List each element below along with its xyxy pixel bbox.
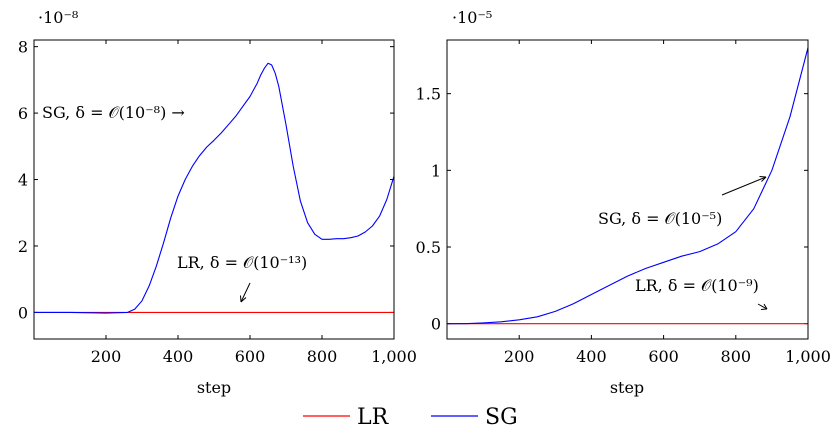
left-x-tick-label: 800	[307, 347, 338, 366]
left-annotation-lr-arrowhead	[240, 295, 247, 303]
left-plot-frame	[33, 39, 395, 340]
legend-label-sg: SG	[485, 405, 518, 430]
right-annotation-lr-arrowhead	[760, 303, 768, 310]
right-annotation-sg-arrow	[721, 176, 767, 196]
left-x-tick-label: 600	[235, 347, 266, 366]
left-y-tick-label: 4	[18, 171, 28, 190]
left-x-axis-label: step	[197, 378, 231, 397]
right-y-tick-label: 1	[431, 161, 441, 180]
right-x-axis-label: step	[610, 378, 644, 397]
right-x-tick-label: 800	[721, 347, 752, 366]
left-y-scale-label: ·10⁻⁸	[38, 8, 78, 27]
left-y-tick-label: 8	[18, 38, 28, 57]
right-series-sg-line	[447, 47, 809, 325]
right-y-tick-label: 0.5	[416, 238, 441, 257]
right-annotation-sg-arrowhead	[759, 176, 767, 182]
right-y-tick-label: 1.5	[416, 85, 441, 104]
right-x-tick-label: 1,000	[785, 347, 831, 366]
right-annotation-sg: SG, δ = 𝒪(10⁻⁵)	[598, 209, 722, 228]
left-y-tick-label: 6	[18, 104, 28, 123]
right-annotation-lr: LR, δ = 𝒪(10⁻⁹)	[635, 276, 759, 295]
legend: LR SG	[303, 405, 518, 430]
right-y-tick-label: 0	[431, 315, 441, 334]
left-annotation-lr-arrow	[240, 282, 251, 303]
left-chart-panel: ·10⁻⁸ 200 400 600 800 1,000 0 2 4 6 8 step SG, δ…	[18, 8, 417, 397]
left-series-sg-line	[34, 62, 395, 314]
left-annotation-sg: SG, δ = 𝒪(10⁻⁸) →	[42, 103, 185, 122]
left-x-tick-label: 1,000	[371, 347, 417, 366]
legend-label-lr: LR	[357, 405, 390, 430]
right-y-scale-label: ·10⁻⁵	[452, 8, 492, 27]
right-x-tick-label: 200	[504, 347, 535, 366]
left-x-tick-label: 200	[91, 347, 122, 366]
right-x-tick-label: 400	[576, 347, 607, 366]
left-y-tick-label: 0	[18, 303, 28, 322]
right-chart-panel: ·10⁻⁵ 200 400 600 800 1,000 0 0.5 1 1.5 step SG…	[416, 8, 831, 397]
right-annotation-lr-arrow	[757, 303, 768, 310]
right-x-tick-label: 600	[648, 347, 679, 366]
left-x-tick-label: 400	[163, 347, 194, 366]
left-y-tick-label: 2	[18, 237, 28, 256]
right-plot-frame	[446, 39, 809, 340]
left-annotation-lr: LR, δ = 𝒪(10⁻¹³)	[177, 253, 307, 272]
